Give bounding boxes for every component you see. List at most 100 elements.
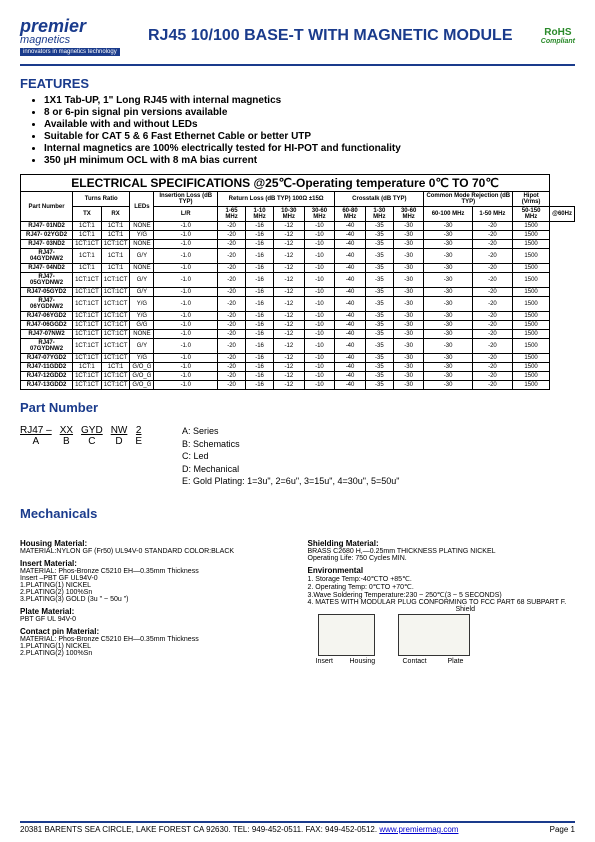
pn-seg-bottom: E <box>135 436 142 447</box>
spec-cell: -30 <box>393 372 424 381</box>
partnumber-breakdown: RJ47 –AXXBGYDCNWD2E <box>20 425 142 447</box>
spec-cell: G/O_G <box>130 372 154 381</box>
spec-cell: -35 <box>365 372 393 381</box>
mech-text: 1.PLATING(1) NICKEL <box>20 582 288 589</box>
spec-cell: -40 <box>335 240 366 249</box>
logo-sub: magnetics <box>20 35 70 46</box>
spec-cell: -35 <box>365 354 393 363</box>
spec-cell: -30 <box>393 354 424 363</box>
spec-group-header: Common Mode Rejection (dB TYP) <box>424 192 513 207</box>
spec-sub-header: 30-60 MHz <box>393 207 424 222</box>
pn-seg-bottom: A <box>33 436 40 447</box>
spec-sub-header: 1-10 MHz <box>246 207 274 222</box>
mech-text: MATERIAL:NYLON GF (Fr50) UL94V-0 STANDAR… <box>20 548 288 555</box>
spec-group-header: LEDs <box>130 192 154 222</box>
spec-cell: 1CT:1 <box>73 264 102 273</box>
partnumber-legend: A: SeriesB: SchematicsC: LedD: Mechanica… <box>182 425 399 488</box>
spec-cell: -16 <box>246 372 274 381</box>
rohs-subtext: Compliant <box>541 38 575 46</box>
spec-cell: -12 <box>274 249 305 264</box>
spec-cell: -30 <box>393 339 424 354</box>
spec-cell: -35 <box>365 231 393 240</box>
spec-cell: -20 <box>218 372 246 381</box>
spec-row: RJ47- 04GYDNW21CT:11CT:1G/Y-1.0-20-16-12… <box>21 249 575 264</box>
spec-cell: G/Y <box>130 273 154 288</box>
pn-legend-item: E: Gold Plating: 1=3u", 2=6u", 3=15u", 4… <box>182 475 399 488</box>
spec-cell: -10 <box>304 354 335 363</box>
spec-cell: -30 <box>424 339 472 354</box>
footer-link[interactable]: www.premiermag.com <box>379 825 458 834</box>
spec-row: RJ47-12GDD21CT:1CT1CT:1CTG/O_G-1.0-20-16… <box>21 372 575 381</box>
page-header: premier magnetics innovators in magnetic… <box>20 12 575 66</box>
spec-cell: -30 <box>393 363 424 372</box>
spec-cell: -12 <box>274 222 305 231</box>
environmental-list: 1. Storage Temp:-40℃TO +85℃.2. Operating… <box>308 575 576 606</box>
spec-cell: -20 <box>218 354 246 363</box>
spec-cell: -10 <box>304 231 335 240</box>
spec-row: RJ47-07YGD21CT:1CT1CT:1CTY/G-1.0-20-16-1… <box>21 354 575 363</box>
spec-cell: -1.0 <box>154 273 218 288</box>
spec-row: RJ47-07NW21CT:1CT1CT:1CTNONE-1.0-20-16-1… <box>21 330 575 339</box>
spec-sub-header: 60-80 MHz <box>335 207 366 222</box>
spec-cell: -10 <box>304 240 335 249</box>
mech-text: PBT GF UL 94V-0 <box>20 616 288 623</box>
spec-cell: -1.0 <box>154 297 218 312</box>
spec-cell: 1CT:1 <box>73 231 102 240</box>
spec-cell: -20 <box>472 240 512 249</box>
spec-cell: -20 <box>218 249 246 264</box>
spec-cell: RJ47-06YGDNW2 <box>21 297 73 312</box>
spec-cell: -12 <box>274 264 305 273</box>
spec-cell: -12 <box>274 312 305 321</box>
spec-cell: -16 <box>246 312 274 321</box>
connector-side-icon <box>398 614 470 656</box>
spec-cell: 1500 <box>513 222 550 231</box>
feature-item: 350 µH minimum OCL with 8 mA bias curren… <box>44 155 575 166</box>
spec-cell: -20 <box>472 249 512 264</box>
spec-sub-header: 50-150 MHz <box>513 207 550 222</box>
spec-cell: -30 <box>424 240 472 249</box>
spec-cell: -10 <box>304 381 335 390</box>
spec-cell: -40 <box>335 273 366 288</box>
spec-cell: Y/G <box>130 354 154 363</box>
spec-cell: -20 <box>218 321 246 330</box>
spec-cell: -20 <box>472 264 512 273</box>
spec-sub-header: TX <box>73 207 102 222</box>
spec-cell: 1500 <box>513 273 550 288</box>
spec-cell: -1.0 <box>154 363 218 372</box>
pn-seg-bottom: D <box>115 436 122 447</box>
spec-cell: -40 <box>335 363 366 372</box>
spec-cell: -40 <box>335 372 366 381</box>
pn-segment: NWD <box>111 425 128 447</box>
spec-cell: NONE <box>130 222 154 231</box>
spec-cell: RJ47-07NW2 <box>21 330 73 339</box>
spec-cell: 1CT:1 <box>73 222 102 231</box>
spec-cell: -40 <box>335 354 366 363</box>
spec-cell: 1CT:1CT <box>101 240 130 249</box>
spec-cell: -10 <box>304 330 335 339</box>
spec-cell: -1.0 <box>154 222 218 231</box>
spec-cell: 1500 <box>513 372 550 381</box>
spec-cell: 1CT:1CT <box>101 354 130 363</box>
spec-cell: -10 <box>304 372 335 381</box>
partnumber-section: RJ47 –AXXBGYDCNWD2E A: SeriesB: Schemati… <box>20 425 575 488</box>
spec-row: RJ47- 04ND21CT:11CT:1NONE-1.0-20-16-12-1… <box>21 264 575 273</box>
spec-cell: G/O_G <box>130 381 154 390</box>
spec-cell: 1500 <box>513 339 550 354</box>
spec-cell: RJ47-11GDD2 <box>21 363 73 372</box>
environmental-header: Environmental <box>308 566 576 575</box>
connector-front-icon <box>318 614 375 656</box>
spec-cell: G/G <box>130 321 154 330</box>
spec-cell: -20 <box>472 372 512 381</box>
spec-cell: -20 <box>218 330 246 339</box>
spec-sub-header: 30-60 MHz <box>304 207 335 222</box>
spec-cell: 1CT:1CT <box>101 273 130 288</box>
spec-cell: -12 <box>274 381 305 390</box>
spec-cell: -30 <box>424 321 472 330</box>
spec-cell: -20 <box>218 297 246 312</box>
spec-cell: 1500 <box>513 321 550 330</box>
spec-cell: -30 <box>393 222 424 231</box>
pn-legend-item: C: Led <box>182 450 399 463</box>
spec-cell: -30 <box>424 354 472 363</box>
contact-label: Contact <box>403 658 427 665</box>
spec-cell: -30 <box>424 330 472 339</box>
